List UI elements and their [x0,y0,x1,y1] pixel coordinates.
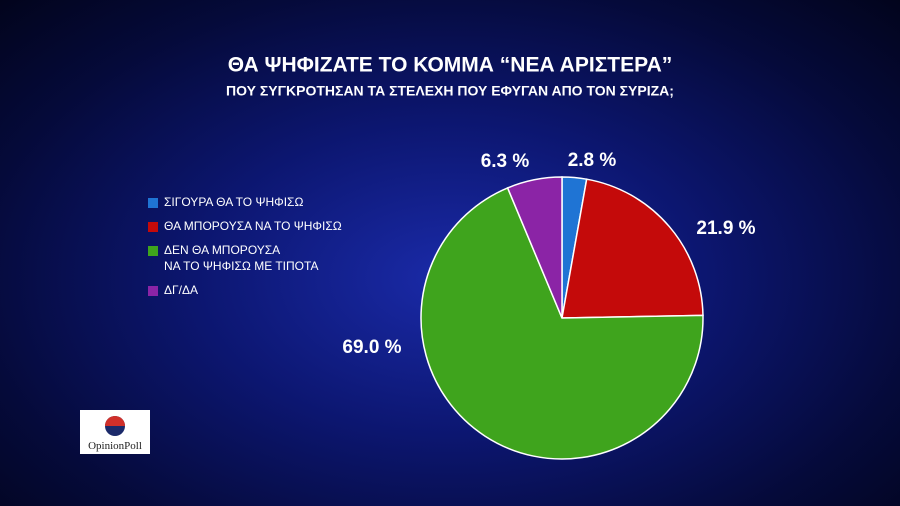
chart-subtitle: ΠΟΥ ΣΥΓΚΡΟΤΗΣΑΝ ΤΑ ΣΤΕΛΕΧΗ ΠΟΥ ΕΦΥΓΑΝ ΑΠ… [226,83,674,99]
legend-item: ΣΙΓΟΥΡΑ ΘΑ ΤΟ ΨΗΦΙΣΩ [148,195,342,210]
logo: OpinionPoll [80,410,150,454]
data-label: 69.0 % [342,337,401,358]
pie-slice [506,176,563,319]
legend-swatch [148,286,158,296]
legend: ΣΙΓΟΥΡΑ ΘΑ ΤΟ ΨΗΦΙΣΩ ΘΑ ΜΠΟΡΟΥΣΑ ΝΑ ΤΟ ΨΗ… [148,195,342,308]
legend-item: ΘΑ ΜΠΟΡΟΥΣΑ ΝΑ ΤΟ ΨΗΦΙΣΩ [148,219,342,234]
logo-text: OpinionPoll [88,440,142,452]
legend-swatch [148,246,158,256]
data-label: 6.3 % [481,151,530,172]
legend-item: ΔΓ/ΔΑ [148,283,342,298]
legend-swatch [148,198,158,208]
legend-label: ΔΓ/ΔΑ [164,283,198,297]
legend-label: ΣΙΓΟΥΡΑ ΘΑ ΤΟ ΨΗΦΙΣΩ [164,195,304,209]
legend-label: ΔΕΝ ΘΑ ΜΠΟΡΟΥΣΑ ΝΑ ΤΟ ΨΗΦΙΣΩ ΜΕ ΤΙΠΟΤΑ [164,243,319,273]
data-label: 21.9 % [696,218,755,239]
legend-label: ΘΑ ΜΠΟΡΟΥΣΑ ΝΑ ΤΟ ΨΗΦΙΣΩ [164,219,342,233]
legend-swatch [148,222,158,232]
data-label: 2.8 % [568,150,617,171]
pie-slice [561,178,704,319]
pie-slice [420,186,704,460]
logo-icon [105,416,125,436]
chart-title: ΘΑ ΨΗΦΙΖΑΤΕ ΤΟ ΚΟΜΜΑ “ΝΕΑ ΑΡΙΣΤΕΡΑ” [228,54,673,77]
legend-item: ΔΕΝ ΘΑ ΜΠΟΡΟΥΣΑ ΝΑ ΤΟ ΨΗΦΙΣΩ ΜΕ ΤΙΠΟΤΑ [148,243,342,274]
